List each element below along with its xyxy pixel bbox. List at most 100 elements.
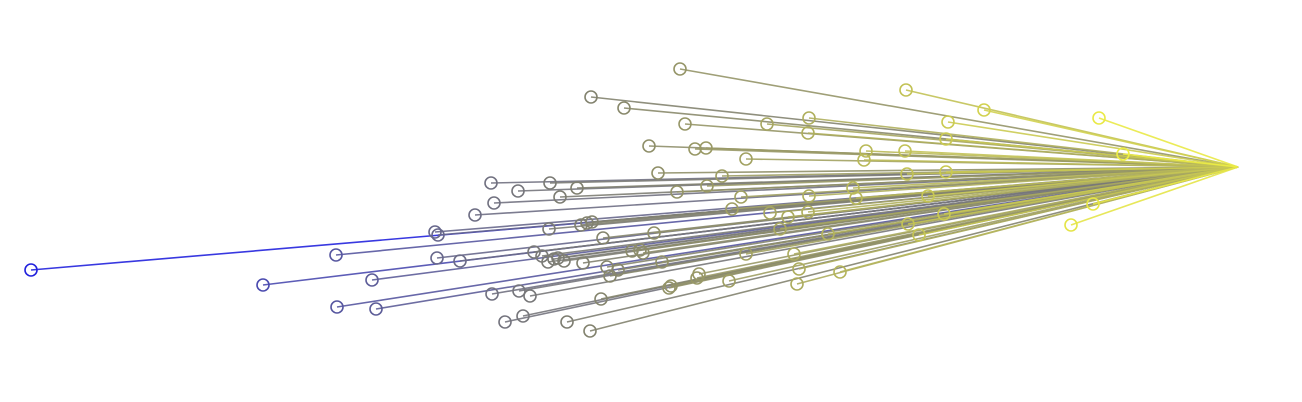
data-point-marker — [596, 231, 610, 245]
ray-line — [904, 150, 1239, 168]
ray-line — [798, 166, 1239, 270]
data-point-marker — [585, 215, 599, 229]
ray-line — [676, 166, 1239, 193]
ray-line — [779, 166, 1239, 230]
data-point-marker — [739, 247, 753, 261]
data-point-marker — [570, 181, 584, 195]
data-point-marker — [256, 278, 270, 292]
data-point-marker — [1116, 147, 1130, 161]
data-point-marker — [734, 190, 748, 204]
data-point-marker — [801, 126, 815, 140]
data-point-marker — [523, 289, 537, 303]
data-point-marker — [365, 273, 379, 287]
data-point-marker — [642, 139, 656, 153]
data-point-marker — [512, 284, 526, 298]
data-point-marker — [428, 225, 442, 239]
data-point-marker — [583, 324, 597, 338]
data-point-marker — [655, 255, 669, 269]
ray-line — [807, 132, 1239, 168]
data-point-marker — [329, 248, 343, 262]
data-point-marker — [636, 246, 650, 260]
data-point-marker — [673, 62, 687, 76]
data-point-marker — [542, 222, 556, 236]
data-point-marker — [576, 256, 590, 270]
data-point-marker — [453, 254, 467, 268]
ray-line — [706, 166, 1239, 187]
data-point-marker — [633, 243, 647, 257]
data-point-marker — [760, 117, 774, 131]
ray-line — [1098, 117, 1239, 168]
data-point-marker — [899, 83, 913, 97]
data-point-marker — [781, 210, 795, 224]
data-point-marker — [617, 101, 631, 115]
data-point-marker — [651, 166, 665, 180]
ray-line — [945, 138, 1239, 168]
ray-line — [863, 159, 1239, 168]
data-point-marker — [833, 265, 847, 279]
data-point-marker — [580, 216, 594, 230]
data-point-marker — [369, 302, 383, 316]
data-point-marker — [498, 315, 512, 329]
ray-line — [947, 121, 1239, 168]
data-point-marker — [921, 189, 935, 203]
data-point-marker — [647, 226, 661, 240]
data-point-marker — [690, 271, 704, 285]
data-point-marker — [1064, 218, 1078, 232]
ray-line — [927, 166, 1239, 197]
data-point-marker — [431, 228, 445, 242]
data-point-marker — [939, 132, 953, 146]
data-point-marker — [700, 179, 714, 193]
data-point-marker — [821, 227, 835, 241]
ray-line — [852, 166, 1239, 189]
data-point-marker — [715, 169, 729, 183]
ray-line — [945, 166, 1239, 173]
data-point-marker — [802, 189, 816, 203]
chart-lines — [30, 68, 1239, 332]
data-point-marker — [487, 196, 501, 210]
data-point-marker — [516, 309, 530, 323]
data-point-marker — [857, 153, 871, 167]
data-point-marker — [787, 247, 801, 261]
data-point-marker — [662, 281, 676, 295]
data-point-marker — [912, 228, 926, 242]
data-point-marker — [670, 185, 684, 199]
data-point-marker — [977, 103, 991, 117]
data-point-marker — [688, 142, 702, 156]
data-point-marker — [763, 206, 777, 220]
data-point-marker — [1092, 111, 1106, 125]
data-point-marker — [584, 90, 598, 104]
data-point-marker — [941, 115, 955, 129]
data-point-marker — [937, 207, 951, 221]
data-point-marker — [468, 208, 482, 222]
data-point-marker — [664, 279, 678, 293]
ray-line — [1070, 166, 1239, 226]
data-point-marker — [527, 245, 541, 259]
ray-line — [918, 166, 1239, 236]
data-point-marker — [901, 217, 915, 231]
data-point-marker — [678, 117, 692, 131]
data-point-marker — [725, 202, 739, 216]
data-point-marker — [553, 190, 567, 204]
data-point-marker — [792, 262, 806, 276]
data-point-marker — [24, 263, 38, 277]
ray-line — [1092, 166, 1239, 205]
data-point-marker — [900, 167, 914, 181]
ray-line — [907, 166, 1239, 225]
data-point-marker — [430, 251, 444, 265]
data-point-marker — [594, 292, 608, 306]
data-point-marker — [802, 111, 816, 125]
data-point-marker — [898, 144, 912, 158]
data-point-marker — [846, 181, 860, 195]
data-point-marker — [1086, 197, 1100, 211]
data-point-marker — [773, 222, 787, 236]
data-point-marker — [801, 205, 815, 219]
ray-line — [808, 166, 1239, 197]
data-point-marker — [485, 287, 499, 301]
chart-markers — [24, 62, 1130, 338]
data-point-marker — [557, 254, 571, 268]
data-point-marker — [790, 277, 804, 291]
data-point-marker — [543, 176, 557, 190]
ray-line — [679, 68, 1239, 168]
data-point-marker — [560, 315, 574, 329]
